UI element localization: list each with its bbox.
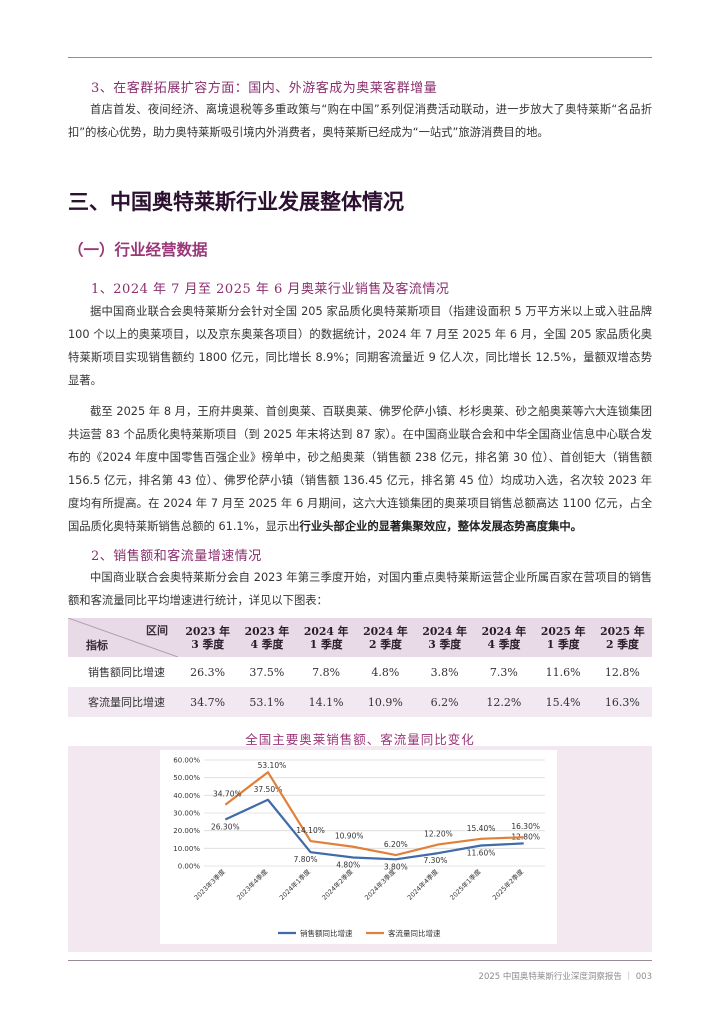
table-cell: 14.1%	[308, 695, 344, 709]
data-label: 14.10%	[296, 826, 325, 835]
table-cell: 12.8%	[604, 665, 640, 679]
x-tick-label: 2023年3季度	[192, 867, 227, 902]
data-label: 6.20%	[384, 840, 408, 849]
data-label: 16.30%	[511, 822, 540, 831]
table-row: 客流量同比增速 34.7% 53.1% 14.1% 10.9% 6.2% 12.…	[68, 687, 652, 717]
data-label: 11.60%	[467, 849, 496, 858]
x-tick-label: 2025年1季度	[448, 867, 483, 902]
bottom-rule	[68, 960, 652, 961]
table-cell: 6.2%	[430, 695, 459, 709]
data-label: 26.30%	[211, 823, 240, 832]
table-cell: 12.2%	[486, 695, 522, 709]
data-label: 53.10%	[258, 761, 287, 770]
y-tick-label: 30.00%	[173, 810, 200, 818]
data-label: 12.20%	[424, 829, 453, 838]
legend-label: 销售额同比增速	[300, 928, 353, 938]
page-footer: 2025 中国奥特莱斯行业深度洞察报告 ｜ 003	[478, 972, 652, 982]
table-cell: 3.8%	[430, 665, 459, 679]
x-tick-label: 2024年2季度	[320, 867, 355, 902]
x-tick-label: 2024年1季度	[277, 867, 312, 902]
y-tick-label: 0.00%	[178, 863, 201, 871]
table-cell: 7.8%	[312, 665, 341, 679]
table-row: 销售额同比增速 26.3% 37.5% 7.8% 4.8% 3.8% 7.3% …	[68, 657, 652, 687]
table-cell: 7.3%	[489, 665, 518, 679]
chart-title: 全国主要奥莱销售额、客流量同比变化	[245, 732, 475, 747]
diagonal-line	[68, 618, 178, 657]
table-cell: 10.9%	[367, 695, 403, 709]
y-tick-label: 60.00%	[173, 757, 200, 765]
line-chart: 0.00% 10.00% 20.00% 30.00% 40.00% 50.00% 60.00…	[173, 757, 545, 938]
table-cell: 34.7%	[190, 695, 226, 709]
y-tick-label: 10.00%	[173, 845, 200, 853]
data-label: 4.80%	[336, 861, 360, 870]
data-label: 3.80%	[384, 862, 408, 871]
y-tick-label: 40.00%	[173, 792, 200, 800]
y-tick-label: 20.00%	[173, 827, 200, 835]
series-line	[224, 771, 524, 857]
legend-label: 客流量同比增速	[388, 928, 441, 938]
data-label: 37.50%	[254, 785, 283, 794]
corner-label-metric: 指标	[86, 639, 108, 652]
table-cell: 53.1%	[249, 695, 285, 709]
subheading-2: 2、销售额和客流量增速情况	[91, 549, 262, 564]
paragraph-customer-expansion: 首店首发、夜间经济、离境退税等多重政策与“购在中国”系列促消费活动联动，进一步放…	[68, 103, 652, 139]
data-label: 7.30%	[424, 856, 448, 865]
table-cell: 26.3%	[190, 665, 226, 679]
x-tick-label: 2023年4季度	[235, 867, 270, 902]
paragraph-chain-groups-text: 截至 2025 年 8 月，王府井奥莱、首创奥莱、百联奥莱、佛罗伦萨小镇、杉杉奥…	[68, 405, 652, 533]
table-cell: 11.6%	[545, 665, 581, 679]
subheading-1: 1、2024 年 7 月至 2025 年 6 月奥莱行业销售及客流情况	[91, 282, 450, 297]
data-label: 15.40%	[467, 824, 496, 833]
table-cell: 4.8%	[371, 665, 400, 679]
table-cell: 37.5%	[249, 665, 285, 679]
row-label: 客流量同比增速	[88, 696, 165, 709]
data-label: 10.90%	[335, 832, 364, 841]
data-label: 12.80%	[511, 832, 540, 841]
x-tick-label: 2024年4季度	[405, 867, 440, 902]
series-line	[224, 798, 524, 861]
y-tick-label: 50.00%	[173, 774, 200, 782]
chart-panel: 0.00% 10.00% 20.00% 30.00% 40.00% 50.00% 60.00…	[160, 750, 557, 944]
data-label: 7.80%	[294, 855, 318, 864]
subsection-heading: （一）行业经营数据	[68, 241, 208, 259]
paragraph-growth-intro: 中国商业联合会奥特莱斯分会自 2023 年第三季度开始，对国内重点奥特莱斯运营企…	[68, 571, 652, 607]
x-tick-label: 2024年3季度	[362, 867, 397, 902]
table-cell: 16.3%	[604, 695, 640, 709]
section-heading: 三、中国奥特莱斯行业发展整体情况	[68, 189, 404, 214]
top-rule	[68, 57, 652, 58]
corner-label-period: 区间	[146, 624, 168, 637]
x-tick-label: 2025年2季度	[490, 867, 525, 902]
data-label: 34.70%	[213, 790, 242, 799]
table-corner-cell: 区间 指标	[68, 618, 178, 657]
paragraph-highlight: 行业头部企业的显著集聚效应，整体发展态势高度集中。	[299, 520, 582, 533]
subheading-3: 3、在客群拓展扩容方面：国内、外游客成为奥莱客群增量	[91, 81, 438, 96]
paragraph-sales-overview: 据中国商业联合会奥特莱斯分会针对全国 205 家品质化奥特莱斯项目（指建设面积 …	[68, 305, 652, 387]
table-cell: 15.4%	[545, 695, 581, 709]
paragraph-chain-groups: 截至 2025 年 8 月，王府井奥莱、首创奥莱、百联奥莱、佛罗伦萨小镇、杉杉奥…	[68, 400, 652, 538]
row-label: 销售额同比增速	[88, 666, 165, 679]
